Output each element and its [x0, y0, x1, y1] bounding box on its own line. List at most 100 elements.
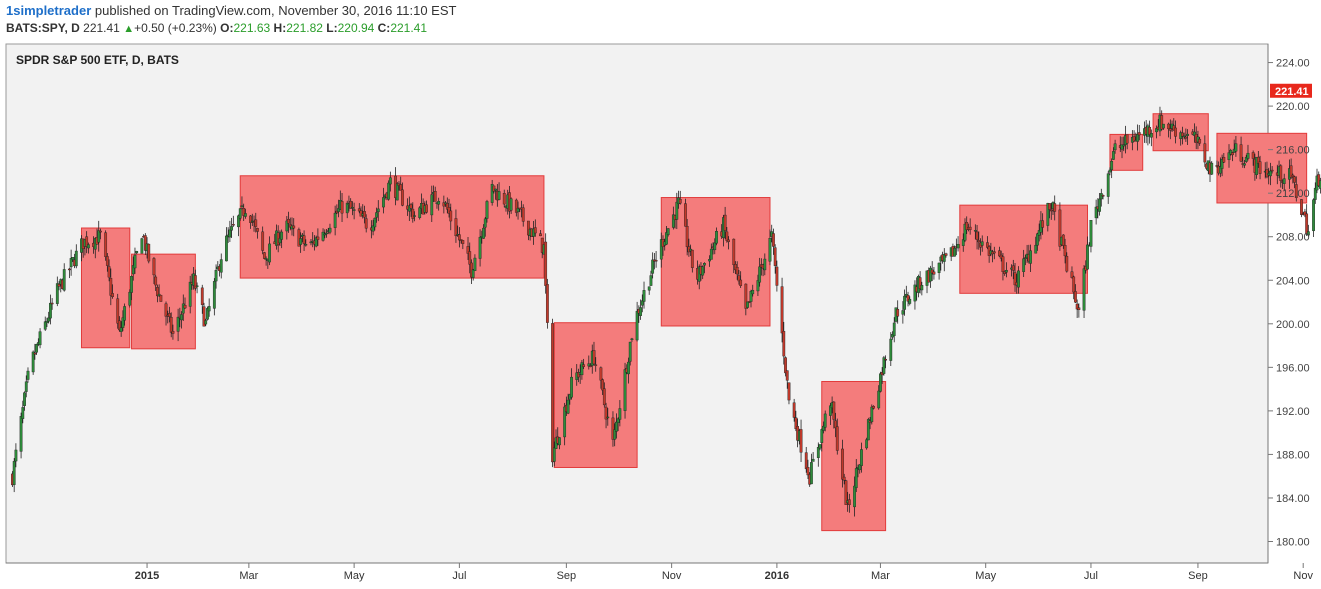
candle	[31, 350, 35, 375]
candle	[430, 185, 434, 222]
candle	[715, 227, 718, 246]
candle	[1227, 144, 1231, 168]
candle	[618, 400, 622, 427]
candle	[842, 473, 846, 485]
candle	[254, 212, 258, 233]
candle	[772, 228, 775, 255]
last-price-bg	[1270, 83, 1312, 98]
candle	[751, 284, 755, 297]
candle	[1255, 156, 1259, 179]
candle	[1269, 162, 1272, 186]
candle	[735, 261, 739, 280]
candle	[901, 301, 905, 324]
candle	[1251, 150, 1255, 166]
candle	[701, 265, 705, 280]
candle	[478, 229, 482, 267]
candle	[131, 256, 135, 281]
candle	[1041, 213, 1045, 235]
candle	[1181, 126, 1184, 145]
candle	[118, 316, 121, 332]
high-label: H:	[273, 21, 287, 35]
candle	[473, 254, 477, 271]
candle	[483, 217, 487, 237]
candle	[285, 216, 289, 240]
last-price-marker: 221.41	[1270, 83, 1312, 98]
candle	[784, 356, 787, 377]
candle	[615, 413, 618, 439]
candle	[1305, 204, 1309, 236]
candle	[57, 281, 61, 291]
candle	[975, 225, 979, 250]
candle	[592, 341, 596, 366]
low-label: L:	[326, 21, 338, 35]
candle	[244, 208, 247, 219]
candle	[913, 280, 917, 310]
candle	[1319, 177, 1321, 194]
candle	[896, 300, 900, 324]
candle	[147, 243, 151, 264]
candle	[1037, 223, 1041, 242]
candle	[376, 200, 380, 222]
candle	[642, 281, 646, 309]
candle	[176, 308, 180, 342]
candle	[847, 493, 851, 513]
candle	[552, 441, 556, 467]
candle	[703, 262, 706, 274]
candle	[906, 291, 910, 307]
candle	[763, 253, 767, 276]
candle	[944, 252, 948, 258]
candle	[375, 207, 378, 223]
price-chart[interactable]: 224.00 220.00 216.00 212.00 208.00 204.00 200.…	[0, 40, 1321, 589]
low-value: 220.94	[337, 21, 375, 35]
candle	[647, 286, 651, 295]
candle	[818, 444, 822, 451]
candle	[316, 228, 320, 246]
candle	[877, 385, 881, 410]
candle	[860, 442, 863, 473]
candle	[35, 343, 39, 355]
candle	[193, 269, 197, 291]
candle	[116, 293, 120, 329]
author-link[interactable]: 1simpletrader	[6, 3, 92, 18]
candle	[237, 214, 240, 237]
candle	[454, 209, 458, 243]
candle	[1108, 167, 1112, 176]
candle	[804, 446, 808, 473]
candle	[240, 196, 244, 210]
candle	[1234, 136, 1238, 157]
candle	[264, 256, 268, 266]
candle	[854, 458, 858, 493]
candle	[613, 423, 617, 447]
candle	[38, 328, 42, 349]
candle	[19, 412, 23, 459]
candle	[1229, 148, 1233, 156]
candle	[204, 318, 208, 327]
candle	[202, 302, 206, 327]
candle	[611, 411, 615, 447]
candle	[834, 412, 837, 438]
x-tick-label: Sep	[557, 570, 577, 582]
candle	[363, 205, 366, 224]
candle	[816, 442, 820, 467]
candle	[794, 410, 798, 432]
candle	[1063, 238, 1067, 264]
candle	[1168, 119, 1172, 140]
candle	[1120, 136, 1124, 159]
candle	[1220, 154, 1224, 177]
candle	[961, 233, 965, 252]
candle	[50, 298, 54, 310]
candle	[1162, 123, 1165, 130]
x-tick-label: Sep	[1188, 570, 1208, 582]
x-tick-label: Mar	[239, 570, 258, 582]
candle	[249, 214, 252, 229]
candle	[1186, 129, 1189, 146]
candle	[606, 408, 610, 426]
candle	[768, 229, 772, 266]
candle	[159, 294, 163, 302]
candle	[666, 228, 670, 237]
candle	[1137, 124, 1141, 141]
candle	[1184, 128, 1188, 142]
candle	[866, 417, 870, 441]
candle	[1101, 194, 1105, 200]
y-tick-label: 220.00	[1276, 101, 1310, 113]
